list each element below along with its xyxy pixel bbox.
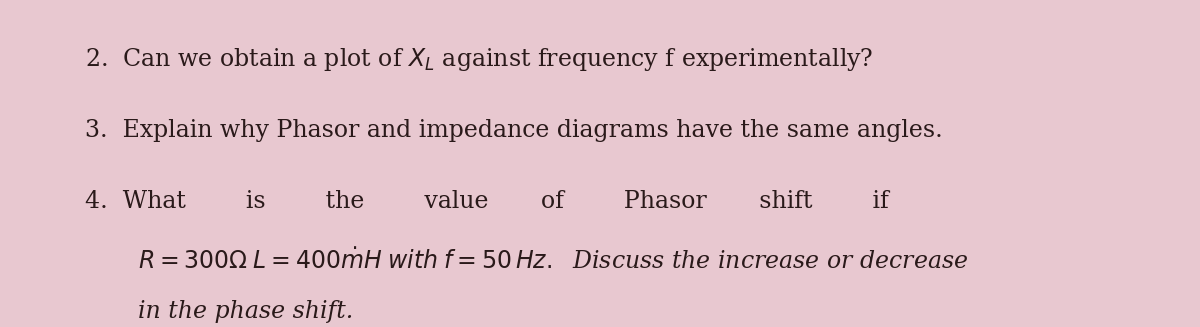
Text: $R = 300\Omega\; L = 400\dot{m}H\; with\; f = 50\,Hz.$  Discuss the increase or : $R = 300\Omega\; L = 400\dot{m}H\; with\…	[138, 248, 968, 274]
Text: 4.  What        is        the        value       of        Phasor       shift   : 4. What is the value of Phasor shift	[85, 190, 888, 213]
Text: in the phase shift.: in the phase shift.	[138, 300, 354, 323]
Text: 3.  Explain why Phasor and impedance diagrams have the same angles.: 3. Explain why Phasor and impedance diag…	[85, 119, 942, 142]
Text: 2.  Can we obtain a plot of $X_L$ against frequency f experimentally?: 2. Can we obtain a plot of $X_L$ against…	[85, 46, 874, 73]
